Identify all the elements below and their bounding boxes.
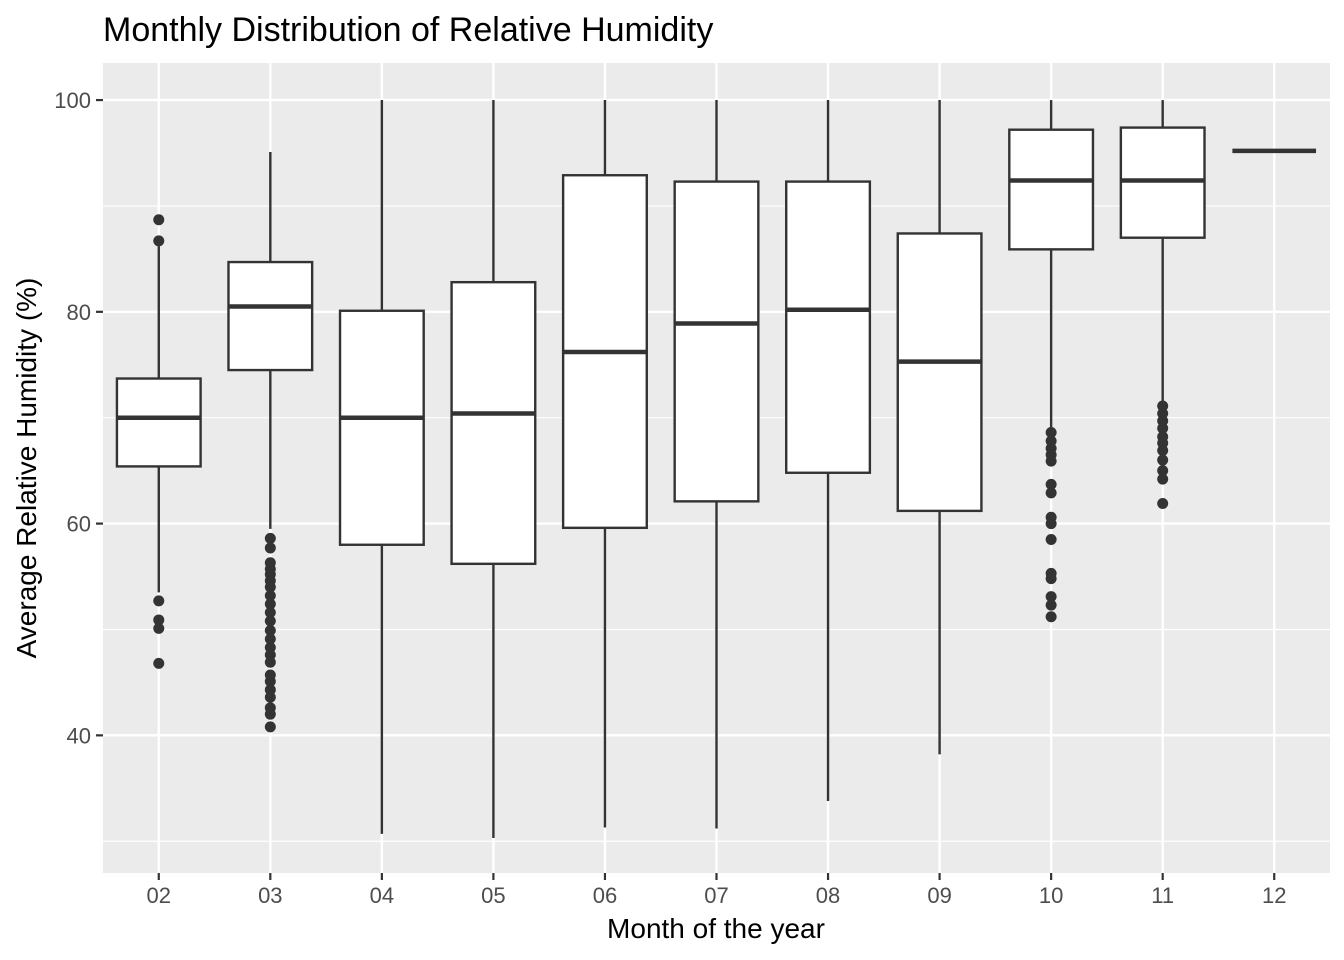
x-axis-title: Month of the year — [607, 913, 825, 944]
x-axis: 02 03 04 05 06 07 08 09 10 11 12 — [147, 873, 1286, 908]
outlier-point — [264, 691, 276, 703]
x-tick-label: 11 — [1151, 883, 1174, 908]
box-08 — [785, 100, 872, 801]
outlier-point — [264, 542, 276, 554]
outlier-point — [153, 595, 165, 607]
outlier-point — [264, 581, 276, 593]
box-iqr — [227, 260, 314, 372]
box-03 — [227, 151, 314, 733]
x-tick-label: 10 — [1039, 883, 1063, 908]
box-iqr — [1008, 128, 1095, 251]
box-10 — [1008, 100, 1095, 623]
y-tick-label: 40 — [67, 723, 91, 748]
box-06 — [561, 100, 648, 828]
box-series — [115, 100, 1317, 839]
x-tick-label: 03 — [258, 883, 282, 908]
outlier-point — [1157, 445, 1169, 457]
outlier-point — [1045, 573, 1057, 585]
box-07 — [673, 100, 760, 829]
outlier-point — [1045, 427, 1057, 439]
outlier-point — [1045, 599, 1057, 611]
outlier-point — [264, 598, 276, 610]
x-tick-label: 04 — [370, 883, 394, 908]
outlier-point — [264, 656, 276, 668]
outlier-point — [1045, 591, 1057, 603]
outlier-point — [153, 657, 165, 669]
box-05 — [450, 100, 537, 839]
box-09 — [896, 100, 983, 755]
outlier-point — [1157, 473, 1169, 485]
y-axis: 40 60 80 100 — [54, 88, 103, 748]
outlier-point — [264, 615, 276, 627]
y-tick-label: 100 — [54, 88, 91, 113]
box-02 — [115, 214, 202, 669]
outlier-point — [1157, 454, 1169, 466]
outlier-point — [153, 622, 165, 634]
box-iqr — [450, 280, 537, 566]
outlier-point — [264, 633, 276, 645]
y-tick-label: 80 — [67, 300, 91, 325]
outlier-point — [264, 625, 276, 637]
x-tick-label: 12 — [1262, 883, 1286, 908]
outlier-point — [1157, 465, 1169, 477]
outlier-point — [1045, 533, 1057, 545]
outlier-point — [1045, 518, 1057, 530]
x-tick-label: 09 — [927, 883, 951, 908]
x-tick-label: 07 — [704, 883, 728, 908]
chart-title: Monthly Distribution of Relative Humidit… — [103, 11, 713, 49]
box-04 — [338, 100, 425, 834]
x-tick-label: 02 — [147, 883, 171, 908]
box-iqr — [673, 180, 760, 503]
outlier-point — [264, 721, 276, 733]
x-tick-label: 08 — [816, 883, 840, 908]
x-tick-label: 06 — [593, 883, 617, 908]
box-iqr — [785, 180, 872, 474]
outlier-point — [1157, 497, 1169, 509]
box-11 — [1119, 100, 1206, 509]
box-iqr — [115, 377, 202, 468]
outlier-point — [153, 214, 165, 226]
x-tick-label: 05 — [481, 883, 505, 908]
outlier-point — [264, 590, 276, 602]
y-axis-title: Average Relative Humidity (%) — [11, 278, 42, 659]
outlier-point — [264, 675, 276, 687]
outlier-point — [1157, 422, 1169, 434]
outlier-point — [264, 708, 276, 720]
outlier-point — [1045, 455, 1057, 467]
y-tick-label: 60 — [67, 512, 91, 537]
outlier-point — [1045, 478, 1057, 490]
outlier-point — [153, 614, 165, 626]
box-iqr — [896, 232, 983, 513]
outlier-point — [1045, 611, 1057, 623]
box-iqr — [338, 309, 425, 546]
outlier-point — [153, 235, 165, 247]
outlier-point — [1045, 487, 1057, 499]
outlier-point — [264, 607, 276, 619]
outlier-point — [264, 532, 276, 544]
